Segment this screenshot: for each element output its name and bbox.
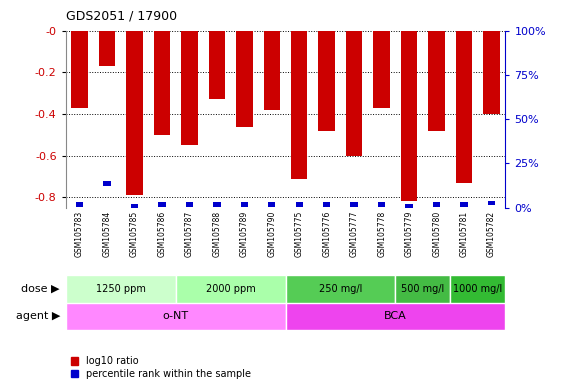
Text: o-NT: o-NT — [163, 311, 188, 321]
Bar — [76, 202, 83, 207]
Bar — [373, 31, 390, 108]
Bar — [158, 202, 166, 207]
Bar — [286, 275, 395, 303]
Bar — [236, 31, 252, 126]
Bar — [99, 31, 115, 66]
Bar — [103, 181, 111, 185]
Text: 1250 ppm: 1250 ppm — [96, 284, 146, 294]
Text: 250 mg/l: 250 mg/l — [319, 284, 362, 294]
Bar — [286, 303, 505, 330]
Bar — [208, 31, 225, 99]
Bar — [460, 202, 468, 207]
Bar — [378, 202, 385, 207]
Bar — [428, 31, 445, 131]
Bar — [176, 275, 286, 303]
Text: dose ▶: dose ▶ — [22, 284, 60, 294]
Bar — [213, 202, 220, 207]
Bar — [66, 303, 286, 330]
Text: 2000 ppm: 2000 ppm — [206, 284, 255, 294]
Bar — [181, 31, 198, 145]
Bar — [323, 202, 331, 207]
Bar — [405, 204, 413, 209]
Bar — [263, 31, 280, 110]
Bar — [240, 202, 248, 207]
Text: GDS2051 / 17900: GDS2051 / 17900 — [66, 9, 177, 22]
Bar — [483, 31, 500, 114]
Bar — [401, 31, 417, 202]
Bar — [296, 202, 303, 207]
Bar — [433, 202, 440, 207]
Bar — [126, 31, 143, 195]
Bar — [131, 204, 138, 209]
Text: agent ▶: agent ▶ — [15, 311, 60, 321]
Bar — [66, 275, 176, 303]
Bar — [154, 31, 170, 135]
Bar — [451, 275, 505, 303]
Text: BCA: BCA — [384, 311, 407, 321]
Bar — [395, 275, 451, 303]
Bar — [291, 31, 307, 179]
Bar — [186, 202, 193, 207]
Bar — [346, 31, 363, 156]
Text: 1000 mg/l: 1000 mg/l — [453, 284, 502, 294]
Legend: log10 ratio, percentile rank within the sample: log10 ratio, percentile rank within the … — [71, 356, 251, 379]
Bar — [268, 202, 275, 207]
Bar — [351, 202, 358, 207]
Bar — [488, 201, 495, 205]
Bar — [319, 31, 335, 131]
Bar — [71, 31, 88, 108]
Bar — [456, 31, 472, 183]
Text: 500 mg/l: 500 mg/l — [401, 284, 444, 294]
